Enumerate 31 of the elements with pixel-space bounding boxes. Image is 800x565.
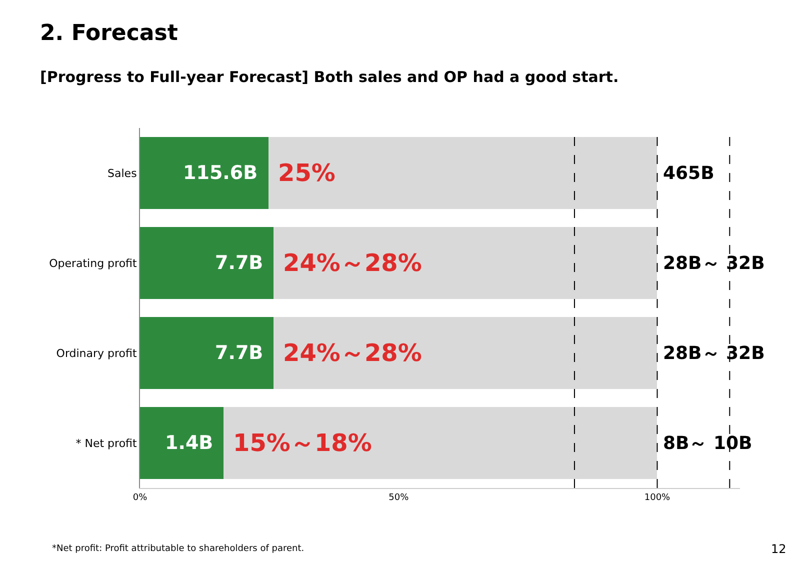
annotation: 24%～28% bbox=[283, 339, 422, 367]
annotation: 15%～18% bbox=[233, 429, 372, 457]
annotation: 28B～ 32B bbox=[663, 253, 765, 274]
annotation: 465B bbox=[663, 163, 714, 184]
annotation: 7.7B bbox=[215, 342, 264, 364]
annotation: 8B～ 10B bbox=[663, 433, 752, 454]
x-tick-label: 50% bbox=[388, 492, 410, 503]
annotation: 1.4B bbox=[165, 432, 214, 454]
bar bbox=[273, 227, 658, 299]
y-tick-label: Ordinary profit bbox=[56, 346, 138, 360]
annotation: 7.7B bbox=[215, 252, 264, 274]
bar bbox=[268, 137, 658, 209]
y-tick-label: Sales bbox=[108, 166, 138, 180]
annotation: 28B～ 32B bbox=[663, 343, 765, 364]
bar bbox=[140, 137, 268, 209]
y-tick-label: * Net profit bbox=[76, 436, 138, 450]
x-tick-label: 100% bbox=[644, 492, 671, 503]
bar bbox=[140, 317, 274, 389]
x-tick-label: 0% bbox=[132, 492, 148, 503]
annotation: 24%～28% bbox=[283, 249, 422, 277]
chart-title: 2. Forecast bbox=[40, 21, 178, 46]
annotation: 115.6B bbox=[183, 162, 258, 184]
bar bbox=[223, 407, 658, 479]
bar bbox=[273, 317, 658, 389]
y-tick-label: Operating profit bbox=[49, 256, 138, 270]
annotation: 25% bbox=[278, 159, 336, 187]
bar bbox=[140, 407, 224, 479]
chart-subtitle: [Progress to Full-year Forecast] Both sales and OP had a good start. bbox=[40, 68, 619, 86]
text: 12 bbox=[771, 542, 786, 556]
text: *Net profit: Profit attributable to shareholders of parent. bbox=[52, 544, 304, 554]
bar bbox=[140, 227, 274, 299]
